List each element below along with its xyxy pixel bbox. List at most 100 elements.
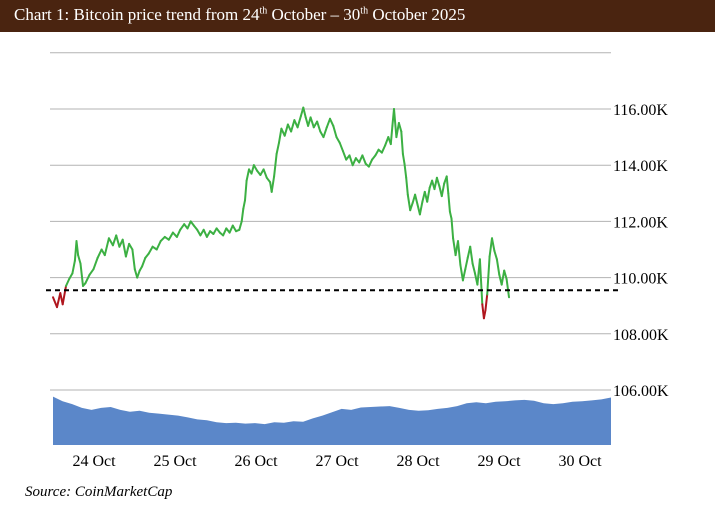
price-segment-above — [426, 186, 431, 203]
price-segment-above — [205, 230, 212, 238]
price-segment-above — [395, 122, 400, 139]
price-segment-above — [275, 141, 280, 155]
price-segment-above — [231, 224, 238, 233]
price-segment-above — [71, 259, 76, 275]
y-tick-label: 116.00K — [613, 102, 668, 119]
price-segment-above — [175, 228, 182, 238]
price-segment-above — [79, 262, 84, 287]
price-segment-above — [240, 207, 245, 223]
price-segment-above — [471, 262, 476, 275]
x-tick-label: 25 Oct — [153, 453, 197, 470]
price-segment-above — [435, 176, 441, 188]
price-segment-above — [77, 254, 82, 265]
y-tick-label: 106.00K — [613, 383, 669, 400]
price-segment-above — [486, 255, 491, 296]
price-segment-above — [367, 158, 374, 168]
price-segment-above — [245, 168, 250, 182]
price-segment-above — [302, 106, 307, 119]
x-axis-labels: 24 Oct 25 Oct 26 Oct 27 Oct 28 Oct 29 Oct 30 O… — [72, 453, 602, 470]
price-segment-above — [68, 272, 74, 280]
price-segment-above — [361, 154, 367, 165]
price-segment-below — [56, 292, 62, 309]
price-segment-above — [469, 245, 474, 265]
price-segment-above — [393, 108, 398, 139]
price-segment-above — [447, 192, 451, 213]
price-segment-above — [403, 162, 408, 179]
x-tick-label: 24 Oct — [72, 453, 116, 470]
price-segment-above — [461, 268, 467, 282]
price-segment-above — [450, 217, 455, 240]
gridlines — [50, 52, 611, 391]
price-segment-above — [131, 248, 136, 271]
price-segment-above — [115, 234, 121, 248]
price-segment-above — [244, 179, 248, 202]
price-segment-above — [155, 240, 162, 251]
price-segment-above — [273, 153, 278, 178]
price-segment-above — [92, 256, 99, 271]
price-segment-above — [380, 144, 387, 154]
price-segment-above — [75, 240, 80, 257]
x-tick-label: 26 Oct — [234, 453, 278, 470]
price-segment-above — [445, 175, 450, 195]
price-segment-above — [124, 242, 131, 258]
price-segment-above — [222, 227, 228, 237]
price-segment-above — [440, 182, 446, 198]
price-segment-above — [141, 256, 147, 268]
price-segment-above — [464, 256, 469, 271]
price-segment-above — [338, 141, 344, 153]
price-segment-above — [332, 124, 338, 139]
price-segment-above — [84, 273, 91, 285]
price-segment-above — [329, 117, 335, 127]
price-segment-above — [397, 122, 403, 133]
price-segment-below — [52, 296, 58, 309]
price-segment-below — [484, 293, 489, 311]
price-segment-above — [409, 202, 414, 212]
price-segment-above — [503, 269, 508, 280]
price-segment-above — [325, 117, 331, 129]
x-tick-label: 27 Oct — [315, 453, 359, 470]
price-segment-above — [202, 228, 208, 238]
price-segment-above — [147, 245, 154, 255]
title-sup-end: th — [360, 5, 369, 17]
price-segment-above — [252, 164, 259, 172]
price-segment-above — [374, 148, 380, 157]
price-segment-above — [309, 116, 315, 129]
x-tick-label: 28 Oct — [396, 453, 440, 470]
price-segment-above — [348, 154, 354, 167]
price-segment-above — [270, 175, 276, 193]
chart-title: Chart 1: Bitcoin price trend from 24 th O… — [0, 0, 715, 32]
price-segment-above — [406, 193, 412, 212]
title-prefix: Chart 1: Bitcoin price trend from 24 — [14, 5, 260, 24]
x-tick-label: 30 Oct — [558, 453, 602, 470]
y-tick-label: 114.00K — [613, 158, 668, 175]
price-segment-above — [418, 200, 424, 216]
price-segment-above — [262, 168, 268, 179]
price-segment-above — [342, 150, 348, 161]
price-segment-above — [491, 237, 496, 252]
y-tick-label: 110.00K — [613, 271, 668, 288]
price-segment-above — [242, 199, 246, 210]
price-segment-above — [186, 220, 192, 230]
price-segment-above — [88, 268, 95, 276]
price-segment-above — [335, 136, 341, 144]
price-segment-above — [405, 176, 409, 196]
price-segment-above — [128, 242, 134, 251]
price-chart: 116.00K 114.00K 112.00K 110.00K 108.00K 106.0… — [46, 52, 669, 470]
title-middle: October – 30 — [267, 5, 361, 24]
price-series — [52, 106, 510, 320]
price-segment-above — [96, 248, 103, 259]
price-segment-above — [107, 237, 114, 247]
price-segment-above — [500, 269, 506, 286]
price-segment-above — [493, 249, 498, 261]
price-segment-above — [278, 127, 283, 144]
price-segment-above — [505, 278, 510, 299]
price-segment-above — [65, 278, 71, 287]
price-segment-above — [238, 220, 243, 231]
price-segment-above — [401, 153, 406, 165]
y-tick-label: 112.00K — [613, 214, 668, 231]
price-segment-above — [136, 269, 141, 279]
source-note: Source: CoinMarketCap — [25, 484, 173, 500]
price-segment-above — [457, 240, 462, 266]
volume-area — [53, 396, 611, 445]
price-segment-above — [179, 223, 186, 231]
